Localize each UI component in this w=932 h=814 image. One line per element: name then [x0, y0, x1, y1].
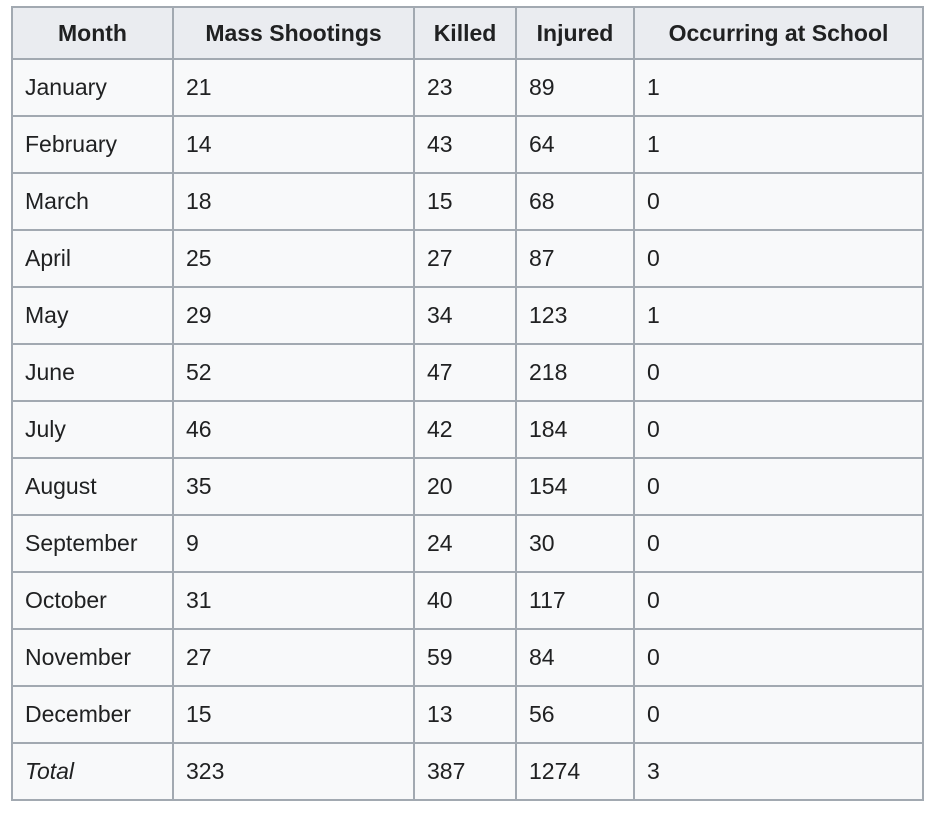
cell-killed: 20 — [413, 457, 517, 516]
cell-occurring-at-school: 0 — [633, 457, 924, 516]
cell-mass-shootings: 14 — [172, 115, 415, 174]
table-head: Month Mass Shootings Killed Injured Occurrin… — [11, 6, 924, 60]
cell-month: April — [11, 229, 174, 288]
column-header-occurring-at-school: Occurring at School — [633, 6, 924, 60]
table-row: July 46 42 184 0 — [11, 400, 924, 459]
table-row: August 35 20 154 0 — [11, 457, 924, 516]
cell-month: August — [11, 457, 174, 516]
cell-occurring-at-school: 0 — [633, 685, 924, 744]
cell-mass-shootings: 35 — [172, 457, 415, 516]
cell-occurring-at-school: 3 — [633, 742, 924, 801]
cell-occurring-at-school: 0 — [633, 571, 924, 630]
cell-killed: 34 — [413, 286, 517, 345]
cell-injured: 84 — [515, 628, 635, 687]
cell-injured: 87 — [515, 229, 635, 288]
cell-mass-shootings: 25 — [172, 229, 415, 288]
cell-mass-shootings: 52 — [172, 343, 415, 402]
table-row: October 31 40 117 0 — [11, 571, 924, 630]
cell-occurring-at-school: 1 — [633, 115, 924, 174]
cell-month: November — [11, 628, 174, 687]
cell-injured: 68 — [515, 172, 635, 231]
cell-occurring-at-school: 0 — [633, 514, 924, 573]
cell-killed: 47 — [413, 343, 517, 402]
cell-mass-shootings: 15 — [172, 685, 415, 744]
table-row: February 14 43 64 1 — [11, 115, 924, 174]
cell-occurring-at-school: 0 — [633, 628, 924, 687]
cell-month: February — [11, 115, 174, 174]
cell-injured: 89 — [515, 58, 635, 117]
table-row: December 15 13 56 0 — [11, 685, 924, 744]
cell-occurring-at-school: 0 — [633, 343, 924, 402]
cell-killed: 387 — [413, 742, 517, 801]
column-header-injured: Injured — [515, 6, 635, 60]
cell-month: September — [11, 514, 174, 573]
table-row: March 18 15 68 0 — [11, 172, 924, 231]
cell-mass-shootings: 9 — [172, 514, 415, 573]
cell-mass-shootings: 323 — [172, 742, 415, 801]
table-row: May 29 34 123 1 — [11, 286, 924, 345]
cell-month: December — [11, 685, 174, 744]
cell-killed: 59 — [413, 628, 517, 687]
cell-month: May — [11, 286, 174, 345]
cell-killed: 40 — [413, 571, 517, 630]
cell-mass-shootings: 31 — [172, 571, 415, 630]
cell-injured: 1274 — [515, 742, 635, 801]
table-row: January 21 23 89 1 — [11, 58, 924, 117]
cell-month: March — [11, 172, 174, 231]
monthly-mass-shootings-table: Month Mass Shootings Killed Injured Occurrin… — [11, 6, 924, 801]
cell-killed: 15 — [413, 172, 517, 231]
column-header-mass-shootings: Mass Shootings — [172, 6, 415, 60]
cell-month: October — [11, 571, 174, 630]
cell-occurring-at-school: 0 — [633, 172, 924, 231]
cell-injured: 184 — [515, 400, 635, 459]
cell-mass-shootings: 21 — [172, 58, 415, 117]
header-row: Month Mass Shootings Killed Injured Occurrin… — [11, 6, 924, 60]
cell-occurring-at-school: 1 — [633, 286, 924, 345]
total-row: Total 323 387 1274 3 — [11, 742, 924, 801]
cell-injured: 56 — [515, 685, 635, 744]
cell-killed: 24 — [413, 514, 517, 573]
cell-injured: 30 — [515, 514, 635, 573]
cell-killed: 43 — [413, 115, 517, 174]
column-header-killed: Killed — [413, 6, 517, 60]
cell-occurring-at-school: 0 — [633, 400, 924, 459]
cell-injured: 117 — [515, 571, 635, 630]
cell-month: July — [11, 400, 174, 459]
cell-month: January — [11, 58, 174, 117]
column-header-month: Month — [11, 6, 174, 60]
cell-injured: 64 — [515, 115, 635, 174]
cell-mass-shootings: 46 — [172, 400, 415, 459]
cell-month: Total — [11, 742, 174, 801]
table-body: January 21 23 89 1 February 14 43 64 1 March 18 15 68… — [11, 58, 924, 801]
cell-mass-shootings: 18 — [172, 172, 415, 231]
cell-month: June — [11, 343, 174, 402]
cell-injured: 218 — [515, 343, 635, 402]
cell-occurring-at-school: 1 — [633, 58, 924, 117]
cell-injured: 123 — [515, 286, 635, 345]
cell-injured: 154 — [515, 457, 635, 516]
table-row: September 9 24 30 0 — [11, 514, 924, 573]
cell-killed: 27 — [413, 229, 517, 288]
cell-mass-shootings: 27 — [172, 628, 415, 687]
table-row: June 52 47 218 0 — [11, 343, 924, 402]
table-row: November 27 59 84 0 — [11, 628, 924, 687]
cell-killed: 42 — [413, 400, 517, 459]
cell-mass-shootings: 29 — [172, 286, 415, 345]
cell-killed: 23 — [413, 58, 517, 117]
cell-occurring-at-school: 0 — [633, 229, 924, 288]
table-row: April 25 27 87 0 — [11, 229, 924, 288]
cell-killed: 13 — [413, 685, 517, 744]
